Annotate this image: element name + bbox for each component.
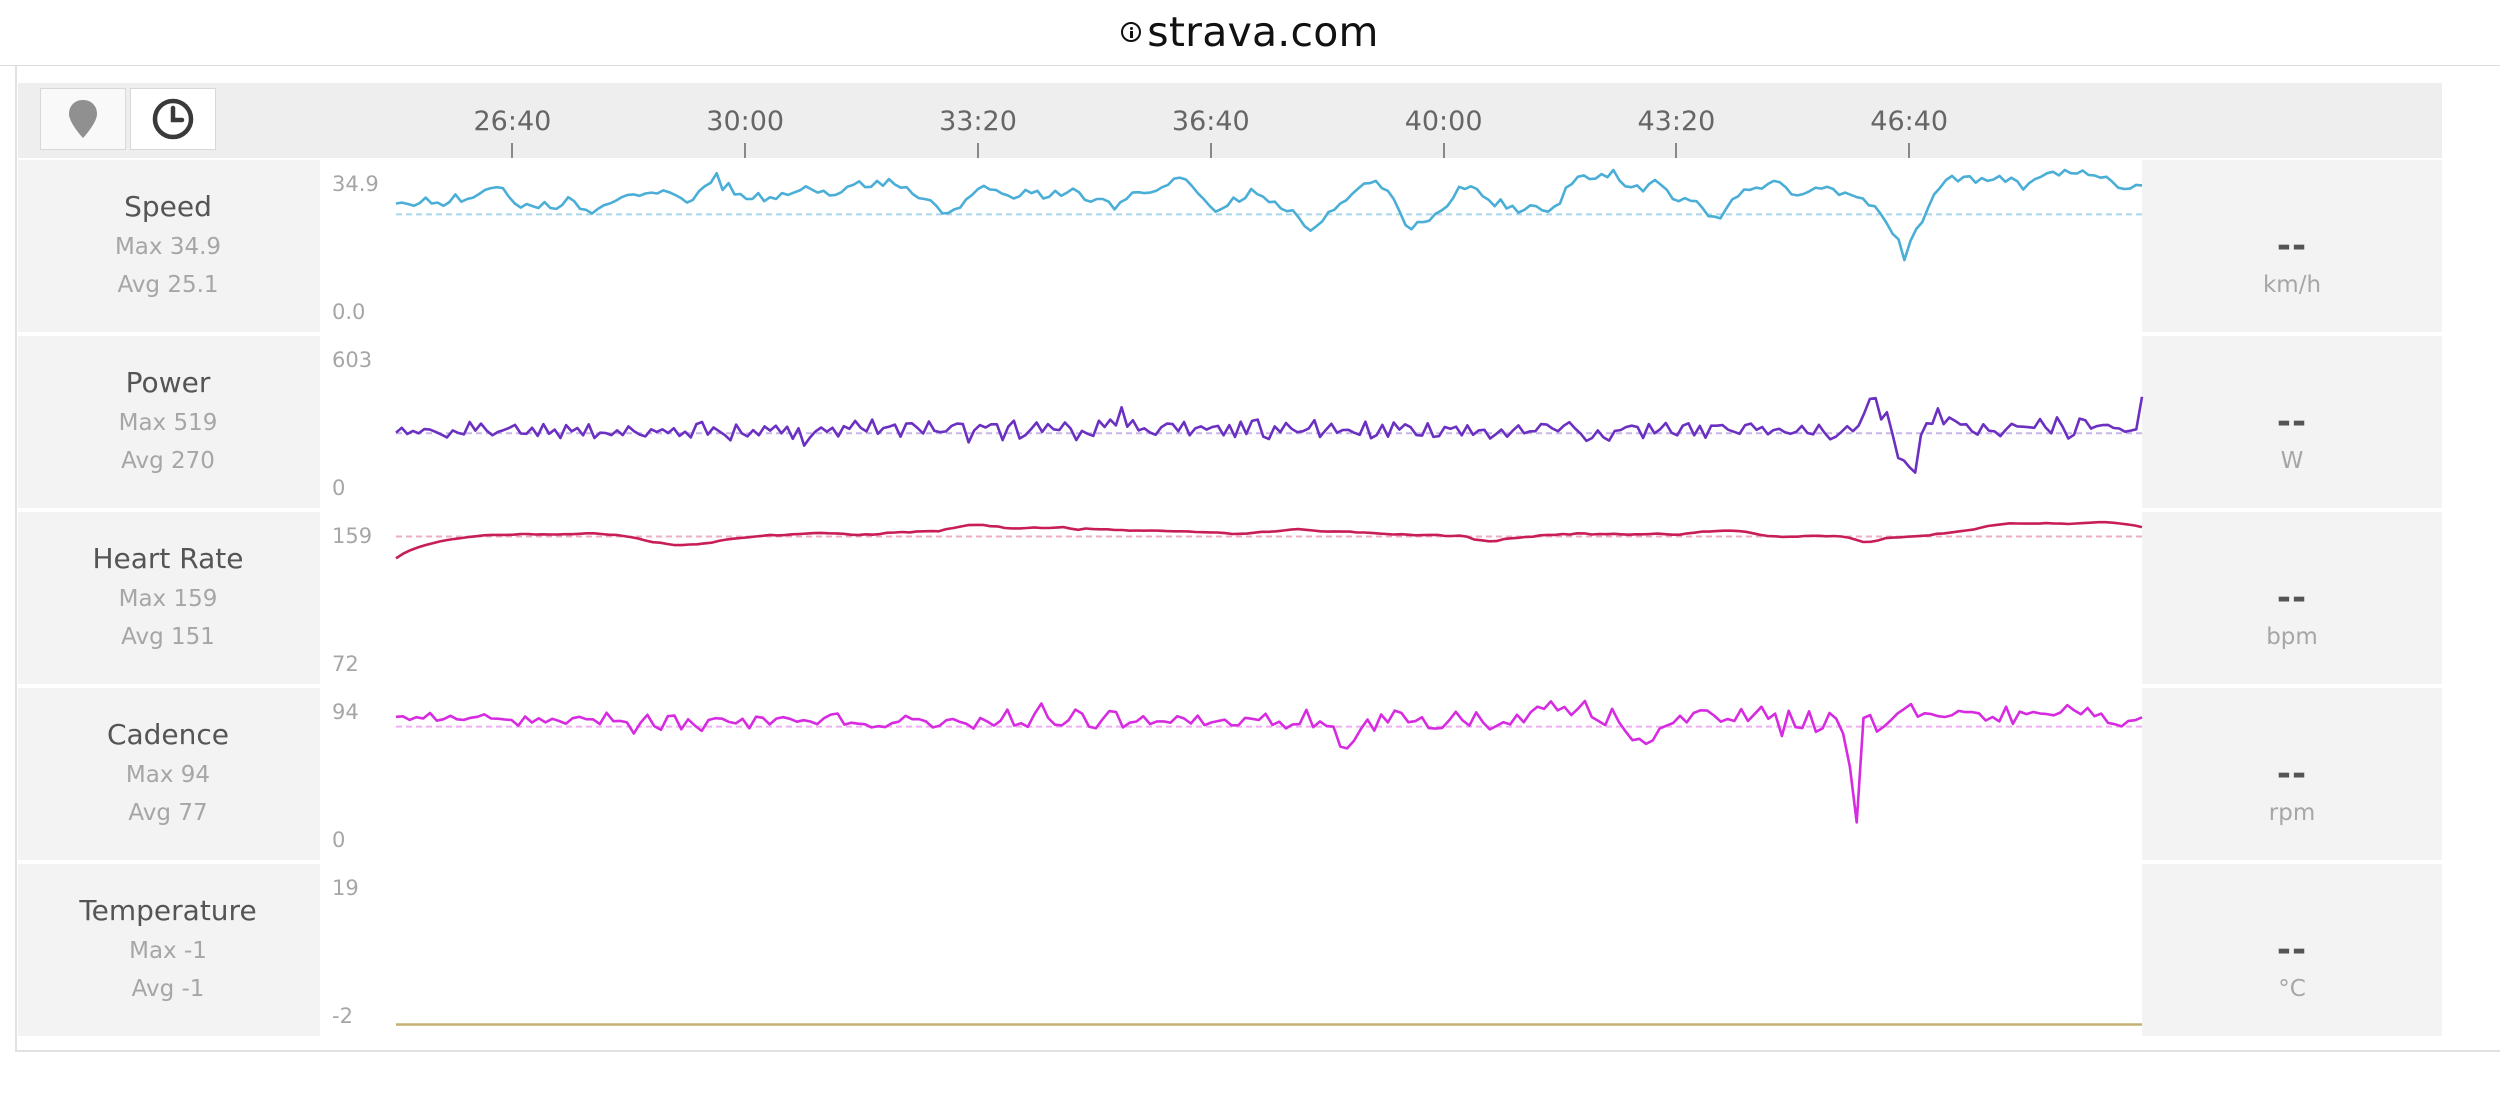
speed-row[interactable]: Speed Max 34.9 Avg 25.1 34.9 0.0 -- km/h [18, 160, 2442, 332]
temperature-y-min-label: -2 [332, 1004, 353, 1028]
x-tick-mark [1675, 143, 1678, 158]
cadence-chart [395, 699, 2143, 824]
temperature-unit: °C [2278, 976, 2306, 1002]
x-tick-mark [1209, 143, 1212, 158]
heart-rate-row[interactable]: Heart Rate Max 159 Avg 151 159 72 -- bpm [18, 512, 2442, 684]
heart-rate-avg: Avg 151 [121, 624, 215, 650]
analysis-frame [15, 65, 2500, 1052]
cadence-readout: -- [2276, 754, 2308, 794]
cadence-plot[interactable]: 94 0 [320, 688, 2143, 860]
x-tick-label: 33:20 [939, 106, 1017, 137]
cadence-series-line [395, 699, 2143, 824]
temperature-readout: -- [2276, 930, 2308, 970]
cadence-label-cell: Cadence Max 94 Avg 77 [18, 688, 318, 860]
speed-plot[interactable]: 34.9 0.0 [320, 160, 2143, 332]
heart-rate-plot[interactable]: 159 72 [320, 512, 2143, 684]
power-max: Max 519 [118, 410, 218, 436]
power-unit: W [2280, 448, 2304, 474]
url-display[interactable]: strava.com [1121, 7, 1379, 56]
speed-readout: -- [2276, 226, 2308, 266]
time-axis: 26:40 30:00 33:20 36:40 40:00 43:20 46:40 [18, 83, 2442, 158]
heart-rate-y-max-label: 159 [332, 524, 373, 548]
temperature-y-max-label: 19 [332, 876, 359, 900]
map-pin-icon [69, 100, 97, 138]
temperature-avg: Avg -1 [131, 976, 205, 1002]
power-row[interactable]: Power Max 519 Avg 270 603 0 -- W [18, 336, 2442, 508]
clock-icon [152, 98, 194, 140]
temperature-max: Max -1 [129, 938, 207, 964]
heart-rate-chart [395, 520, 2143, 560]
speed-y-max-label: 34.9 [332, 172, 379, 196]
cadence-unit: rpm [2268, 800, 2316, 826]
power-label-cell: Power Max 519 Avg 270 [18, 336, 318, 508]
x-tick-mark [511, 143, 514, 158]
x-tick-label: 26:40 [473, 106, 552, 137]
cadence-title: Cadence [106, 718, 230, 751]
x-tick-label: 46:40 [1870, 106, 1949, 137]
power-y-max-label: 603 [332, 348, 373, 372]
power-plot[interactable]: 603 0 [320, 336, 2144, 508]
x-tick-label: 30:00 [706, 106, 785, 137]
chart-toolbar: 26:40 30:00 33:20 36:40 40:00 43:20 46:40 [18, 83, 2442, 158]
temperature-chart [396, 1023, 2142, 1026]
heart-rate-value-cell: -- bpm [2142, 512, 2442, 684]
cadence-value-cell: -- rpm [2142, 688, 2442, 860]
speed-y-min-label: 0.0 [332, 300, 366, 324]
power-chart [395, 396, 2144, 474]
power-y-min-label: 0 [332, 476, 346, 500]
speed-series-line [395, 168, 2143, 262]
power-avg: Avg 270 [121, 448, 215, 474]
speed-label-cell: Speed Max 34.9 Avg 25.1 [18, 160, 318, 332]
url-text: strava.com [1147, 7, 1379, 56]
power-series-line [395, 396, 2144, 474]
x-tick-label: 43:20 [1637, 106, 1716, 137]
speed-value-cell: -- km/h [2142, 160, 2442, 332]
temperature-title: Temperature [79, 894, 257, 927]
cadence-max: Max 94 [125, 762, 211, 788]
heart-rate-max: Max 159 [118, 586, 218, 612]
x-tick-mark [1908, 143, 1911, 158]
speed-avg: Avg 25.1 [117, 272, 219, 298]
speed-chart [395, 168, 2143, 262]
heart-rate-unit: bpm [2266, 624, 2318, 650]
temperature-label-cell: Temperature Max -1 Avg -1 [18, 864, 318, 1036]
temperature-plot[interactable]: 19 -2 [320, 864, 2142, 1036]
heart-rate-label-cell: Heart Rate Max 159 Avg 151 [18, 512, 318, 684]
power-value-cell: -- W [2142, 336, 2442, 508]
cadence-y-max-label: 94 [332, 700, 359, 724]
browser-address-bar[interactable]: strava.com [0, 0, 2500, 66]
speed-title: Speed [124, 190, 212, 223]
speed-unit: km/h [2262, 272, 2322, 298]
map-view-button[interactable] [40, 88, 126, 150]
speed-max: Max 34.9 [114, 234, 222, 260]
x-tick-mark [977, 143, 979, 158]
power-title: Power [125, 366, 211, 399]
cadence-y-min-label: 0 [332, 828, 346, 852]
temperature-value-cell: -- °C [2142, 864, 2442, 1036]
heart-rate-y-min-label: 72 [332, 652, 359, 676]
heart-rate-readout: -- [2276, 578, 2308, 618]
power-readout: -- [2276, 402, 2308, 442]
info-icon[interactable] [1121, 21, 1142, 42]
x-tick-mark [744, 143, 747, 158]
heart-rate-title: Heart Rate [92, 542, 244, 575]
time-view-button[interactable] [130, 88, 216, 150]
heart-rate-series-line [395, 520, 2143, 560]
cadence-row[interactable]: Cadence Max 94 Avg 77 94 0 -- rpm [18, 688, 2442, 860]
temperature-row[interactable]: Temperature Max -1 Avg -1 19 -2 -- °C [18, 864, 2442, 1036]
x-tick-mark [1442, 143, 1445, 158]
cadence-avg: Avg 77 [128, 800, 208, 826]
x-tick-label: 40:00 [1404, 106, 1483, 137]
x-tick-label: 36:40 [1171, 106, 1250, 137]
